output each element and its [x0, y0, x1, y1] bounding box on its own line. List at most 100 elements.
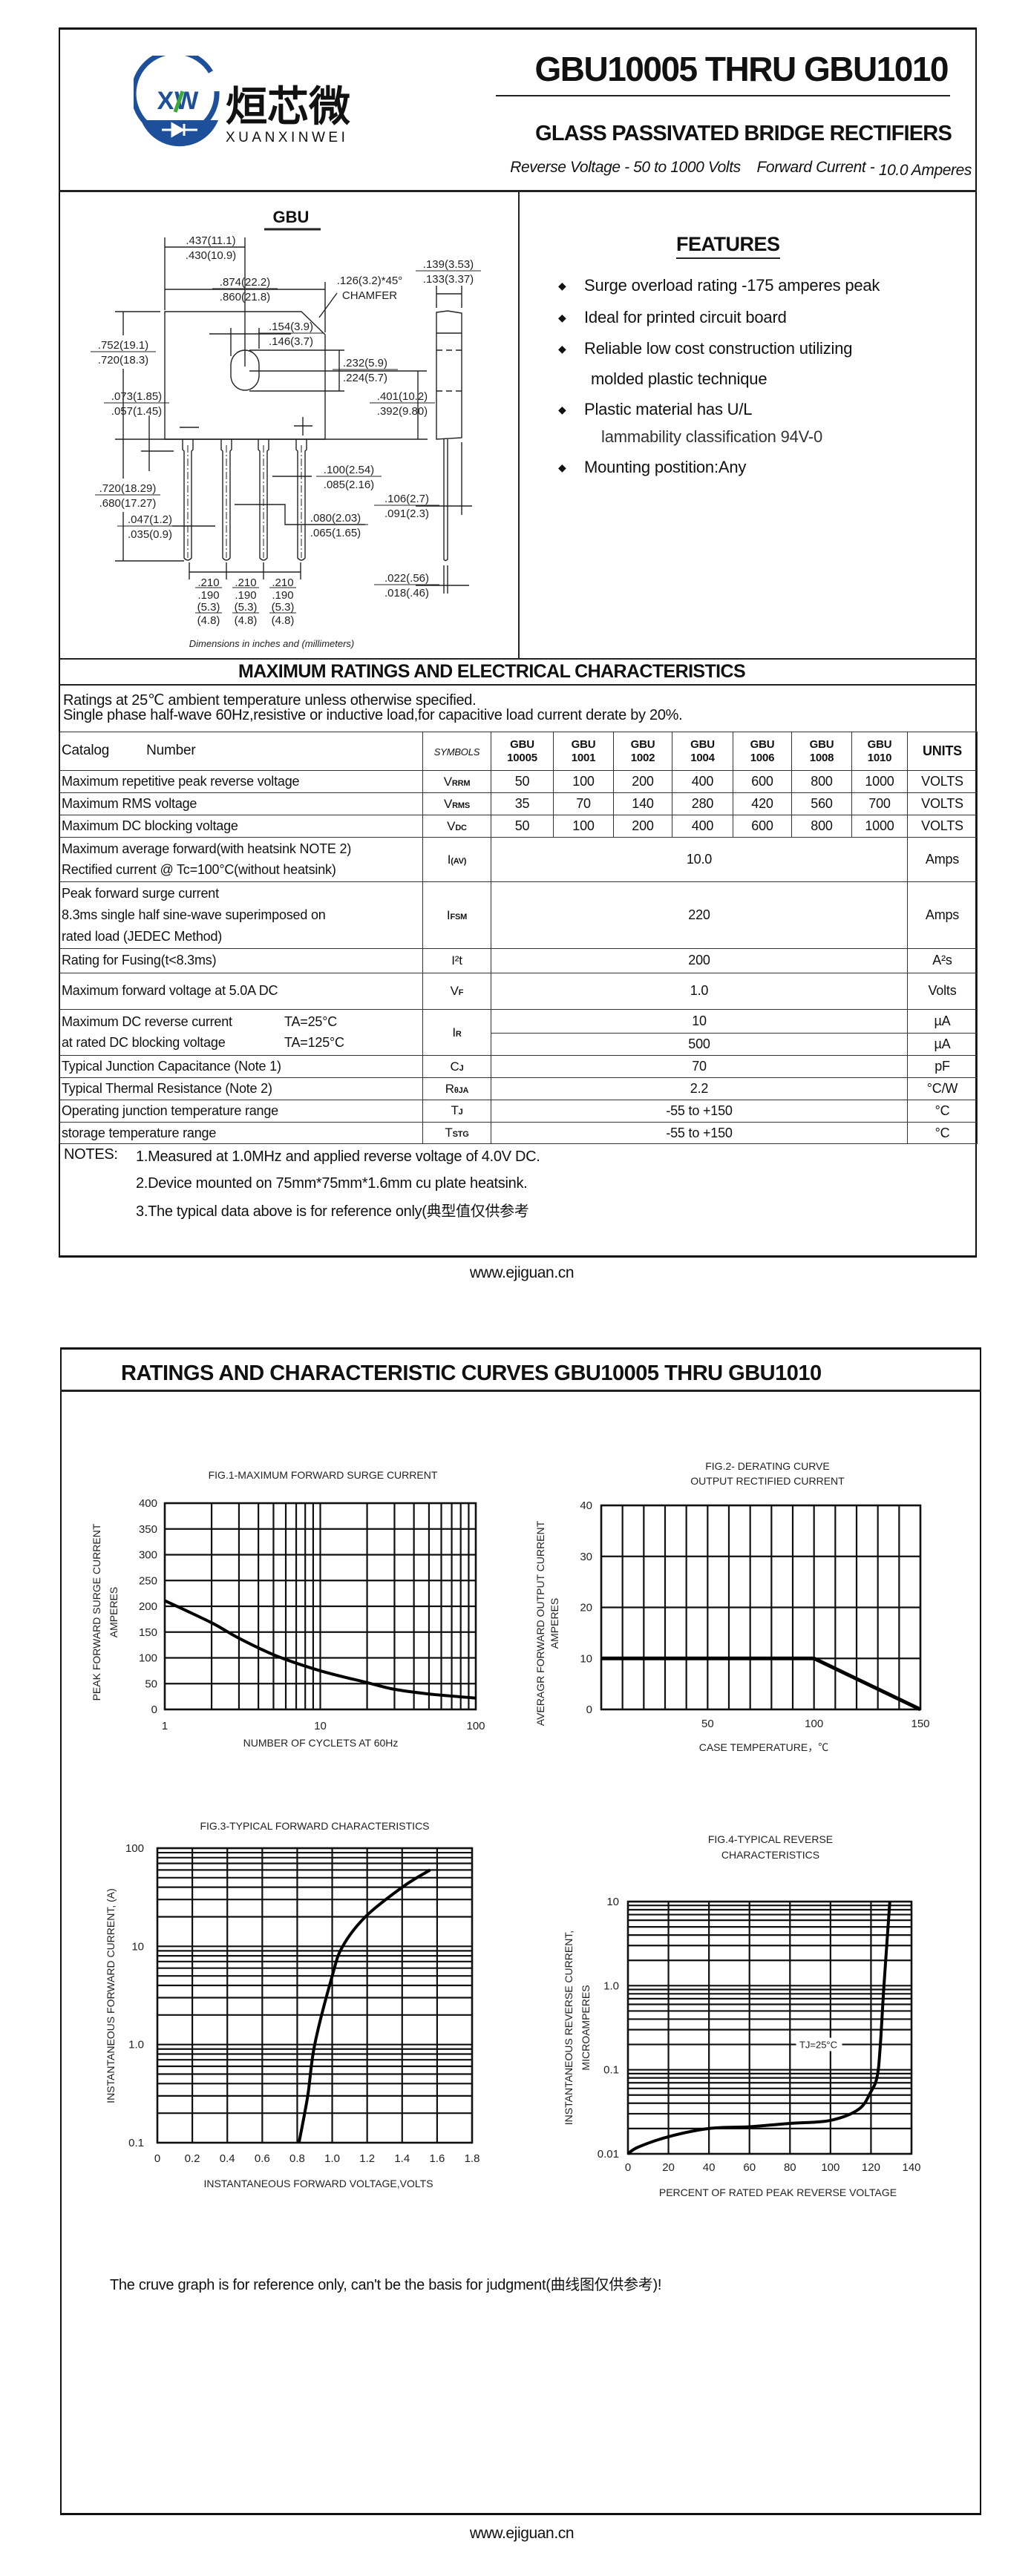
package-outline-drawing: GBU Dimensions in inches and (millimeter… — [91, 208, 481, 649]
row-label-line: storage temperature range — [62, 1125, 217, 1140]
row-label-text: at rated DC blocking voltage — [62, 1035, 226, 1051]
value-cell: 50 — [491, 814, 554, 838]
title-underline — [496, 95, 950, 96]
part-series: GBU — [690, 737, 715, 751]
package-name: GBU — [273, 208, 310, 226]
table-row: Typical Junction Capacitance (Note 1) CJ 7… — [59, 1054, 978, 1078]
dimension-max: .106(2.7) — [384, 493, 429, 505]
dimension-min: .392(9.80) — [377, 405, 428, 418]
catalog-label: Catalog — [62, 743, 110, 759]
row-label: Maximum average forward(with heatsink NO… — [59, 836, 423, 882]
value-cell: 10.0 — [491, 836, 908, 882]
table-row: 500 µA — [59, 1032, 978, 1056]
row-label: Peak forward surge current 8.3ms single h… — [59, 881, 423, 949]
value-cell: 200 — [613, 814, 672, 838]
unit-cell: pF — [907, 1054, 978, 1078]
part-header: GBU 1010 — [851, 732, 908, 771]
dimension-min: .430(10.9) — [186, 249, 236, 262]
ratings-table: Catalog Number SYMBOLS GBU 10005 GBU 1001 GBU 10… — [59, 732, 978, 1145]
value-cell: 1000 — [851, 770, 908, 793]
symbol-main: V — [443, 774, 452, 789]
logo-green-slash — [173, 91, 185, 113]
value-cell: 35 — [491, 792, 554, 815]
table-row: Operating junction temperature range TJ -5… — [59, 1099, 978, 1123]
symbol-cell: TSTG — [422, 1121, 491, 1145]
symbol-main: I — [447, 852, 451, 867]
dimension-min: .680(17.27) — [99, 497, 157, 510]
row-label: Operating junction temperature range — [59, 1099, 423, 1123]
row-label-line: Maximum DC reverse current TA=25°C — [62, 1011, 420, 1033]
lead-pitch-label: .210.190(5.3)(4.8) — [269, 576, 296, 627]
unit-cell: °C — [907, 1121, 978, 1145]
row-label-line: Typical Thermal Resistance (Note 2) — [62, 1080, 272, 1096]
footer-url-page-1[interactable]: www.ejiguan.cn — [469, 1264, 575, 1281]
dimension-min: .146(3.7) — [269, 335, 313, 348]
symbol-subscript: J — [458, 1108, 463, 1117]
dimension-label: .073(1.85) .057(1.45) — [104, 390, 169, 418]
units-header: UNITS — [907, 732, 978, 771]
symbol-cell: VDC — [422, 814, 491, 838]
value-cell: -55 to +150 — [491, 1121, 908, 1145]
symbols-header: SYMBOLS — [422, 732, 491, 771]
ratings-condition-2: Single phase half-wave 60Hz,resistive or… — [63, 707, 683, 723]
value-cell: 50 — [491, 770, 554, 793]
symbol-subscript: STG — [452, 1130, 469, 1140]
table-row: Rating for Fusing(t<8.3ms) I²t 200 A²s — [59, 947, 978, 973]
dimension-label: .752(19.1) .720(18.3) — [91, 339, 156, 367]
dimension-max: .022(.56) — [384, 572, 429, 585]
part-series: GBU — [571, 737, 596, 751]
logo-name-en: XUANXINWEI — [226, 130, 348, 145]
value-cell: 70 — [491, 1054, 908, 1078]
lead-pitch-label: .210.190(5.3)(4.8) — [232, 576, 259, 627]
symbol-main: R — [445, 1081, 454, 1096]
value-cell: 200 — [491, 947, 908, 973]
value-cell: 100 — [553, 814, 614, 838]
footer-url-page-2[interactable]: www.ejiguan.cn — [469, 2525, 575, 2542]
symbol-subscript: J — [459, 1063, 464, 1073]
dimension-min: .133(3.37) — [423, 273, 474, 286]
row-label-line: Maximum RMS voltage — [62, 796, 197, 811]
diamond-bullet-icon: ◆ — [558, 343, 566, 355]
row-label-text: Maximum DC reverse current — [62, 1013, 232, 1029]
value-cell: 420 — [733, 792, 792, 815]
dimension-label: .139(3.53) .133(3.37) — [416, 258, 481, 286]
dimension-max: .073(1.85) — [111, 390, 162, 403]
value-cell: 200 — [613, 770, 672, 793]
symbol-main: I²t — [451, 953, 462, 968]
symbol-cell: TJ — [422, 1099, 491, 1123]
dimension-min: .065(1.65) — [310, 527, 361, 539]
table-row: Peak forward surge current 8.3ms single h… — [59, 881, 978, 949]
row-label-line: Maximum DC blocking voltage — [62, 818, 238, 833]
feature-item: molded plastic technique — [591, 369, 767, 388]
datasheet-page-2 — [60, 1347, 981, 2515]
dimension-label: .720(18.29) .680(17.27) — [95, 482, 160, 510]
table-row: Maximum average forward(with heatsink NO… — [59, 836, 978, 882]
dimension-label: .022(.56) .018(.46) — [374, 572, 439, 599]
row-condition: TA=125°C — [284, 1035, 344, 1051]
unit-cell: Volts — [907, 972, 978, 1010]
unit-cell: VOLTS — [907, 814, 978, 838]
catalog-number-header: Catalog Number — [59, 732, 423, 771]
value-cell: 400 — [672, 770, 733, 793]
value-cell: 1000 — [851, 814, 908, 838]
part-header: GBU 1001 — [553, 732, 614, 771]
symbol-subscript: DC — [455, 823, 467, 832]
part-header: GBU 10005 — [491, 732, 554, 771]
symbol-cell: I(AV) — [422, 836, 491, 882]
dimension-label: .401(10.2) .392(9.80) — [370, 390, 435, 418]
pitch-value: .210 — [272, 576, 293, 589]
note-2: 2.Device mounted on 75mm*75mm*1.6mm cu p… — [136, 1175, 528, 1192]
value-cell: 280 — [672, 792, 733, 815]
pitch-value: .210 — [197, 576, 219, 589]
dimension-min: .057(1.45) — [111, 405, 162, 418]
part-number: 1008 — [809, 751, 834, 764]
part-number: 1001 — [571, 751, 596, 764]
part-header: GBU 1008 — [791, 732, 852, 771]
symbol-subscript: RRM — [451, 778, 471, 788]
diamond-bullet-icon: ◆ — [558, 404, 566, 415]
value-cell: 560 — [791, 792, 852, 815]
row-label: storage temperature range — [59, 1121, 423, 1145]
package-side-view — [436, 310, 462, 440]
symbol-main: V — [444, 796, 453, 811]
unit-cell: °C — [907, 1099, 978, 1123]
